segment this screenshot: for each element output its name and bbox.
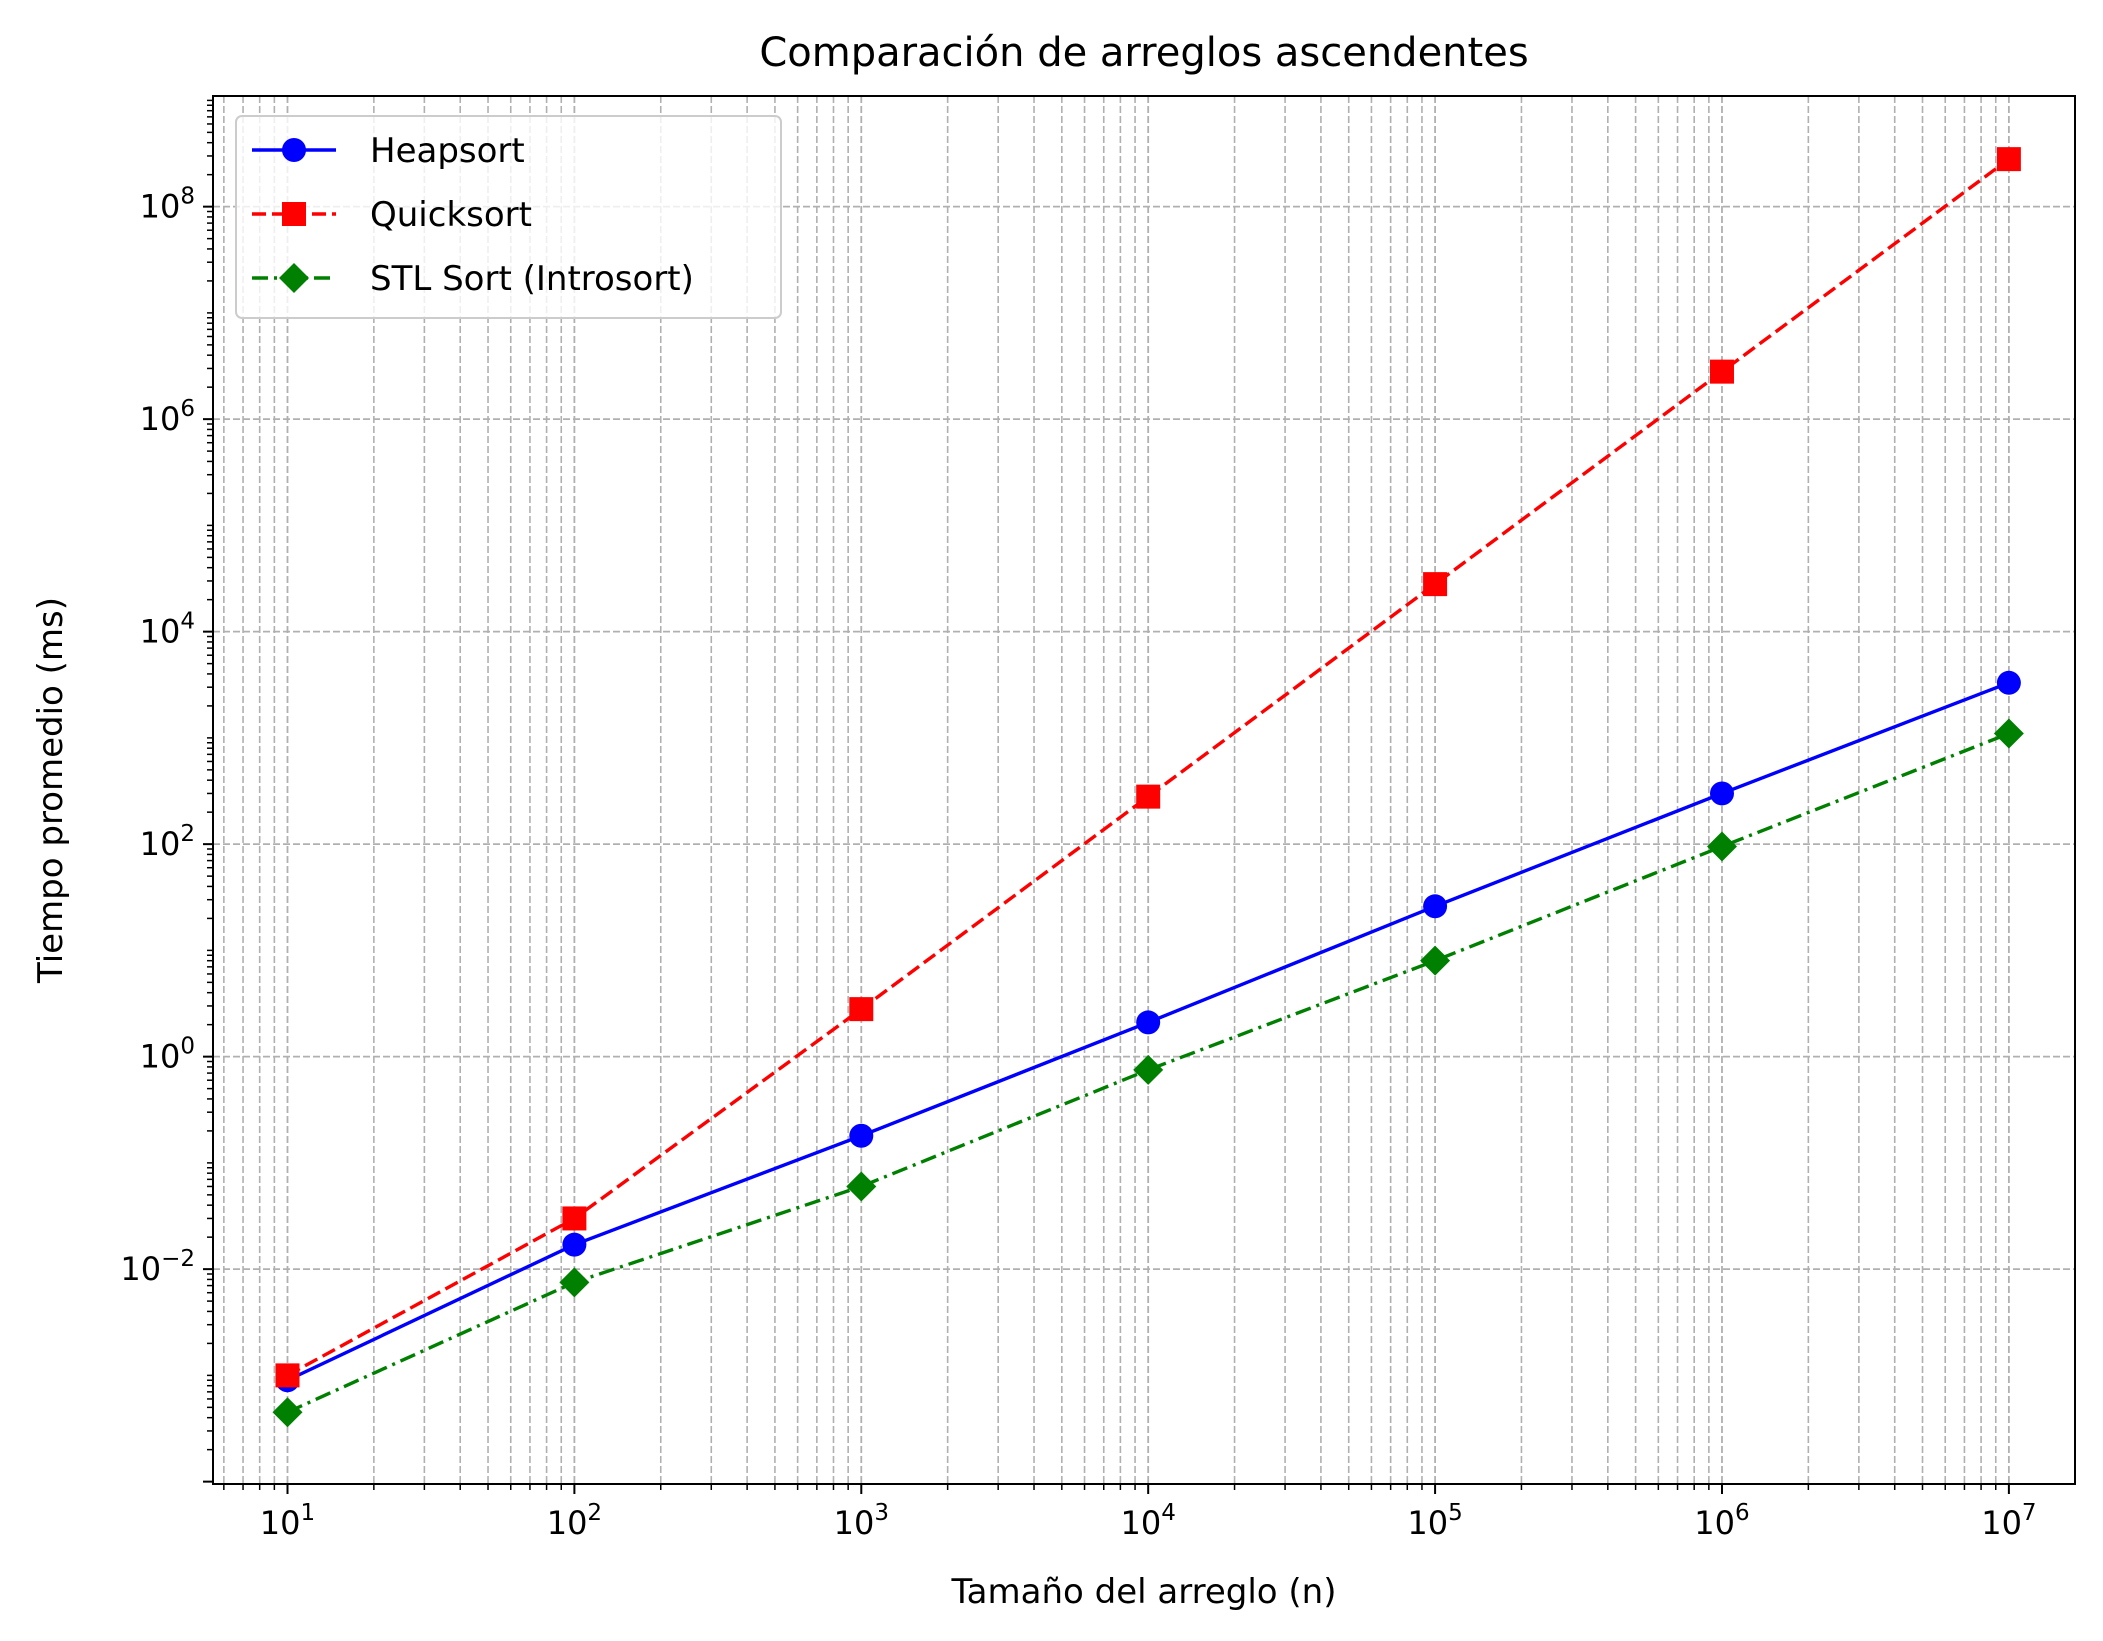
- data-point: [1136, 784, 1161, 809]
- legend-label: Heapsort: [370, 131, 525, 171]
- data-point: [272, 1397, 303, 1428]
- legend-marker: [282, 138, 306, 162]
- series-quicksort: [275, 147, 2021, 1388]
- y-tick-label: 10−2: [120, 1246, 195, 1288]
- data-point: [849, 997, 874, 1022]
- data-point: [562, 1206, 587, 1231]
- data-point: [1136, 1010, 1161, 1035]
- data-point: [1996, 147, 2021, 172]
- data-point: [846, 1171, 877, 1202]
- data-point: [1706, 831, 1737, 862]
- series-group: [272, 147, 2024, 1428]
- x-tick-label: 106: [1694, 1500, 1749, 1542]
- data-point: [559, 1267, 590, 1298]
- data-point: [562, 1232, 587, 1257]
- data-point: [1996, 670, 2021, 695]
- grid: [213, 96, 2075, 1484]
- x-tick-label: 102: [547, 1500, 602, 1542]
- x-tick-label: 103: [834, 1500, 889, 1542]
- ticks: 101 102 103 104 105 106 107 10−2 100 102 104 106 108: [120, 99, 2037, 1542]
- data-point: [1709, 781, 1734, 806]
- legend-label: Quicksort: [370, 195, 532, 235]
- legend-marker: [282, 202, 306, 226]
- plot-frame: [212, 95, 2076, 1485]
- data-point: [1709, 359, 1734, 384]
- data-point: [1993, 718, 2024, 749]
- legend-box: [235, 115, 782, 319]
- y-tick-label: 106: [140, 396, 195, 438]
- series-stl-sort-introsort: [272, 718, 2024, 1428]
- chart-title: Comparación de arreglos ascendentes: [759, 30, 1528, 76]
- data-point: [275, 1363, 300, 1388]
- y-tick-label: 100: [140, 1034, 195, 1076]
- data-point: [1423, 894, 1448, 919]
- data-point: [1420, 945, 1451, 976]
- legend-label: STL Sort (Introsort): [370, 259, 694, 299]
- data-point: [1423, 572, 1448, 597]
- legend-marker: [279, 263, 309, 293]
- x-tick-label: 105: [1407, 1500, 1462, 1542]
- y-tick-label: 102: [140, 821, 195, 863]
- y-tick-label: 108: [140, 184, 195, 226]
- legend: Heapsort Quicksort STL Sort (Introsort): [235, 115, 782, 319]
- x-tick-label: 101: [260, 1500, 315, 1542]
- x-tick-label: 107: [1981, 1500, 2036, 1542]
- y-tick-label: 104: [140, 609, 195, 651]
- data-point: [1133, 1054, 1164, 1085]
- x-tick-label: 104: [1121, 1500, 1176, 1542]
- x-axis-label: Tamaño del arreglo (n): [951, 1572, 1337, 1612]
- data-point: [849, 1123, 874, 1148]
- y-axis-label: Tiempo promedio (ms): [31, 597, 71, 984]
